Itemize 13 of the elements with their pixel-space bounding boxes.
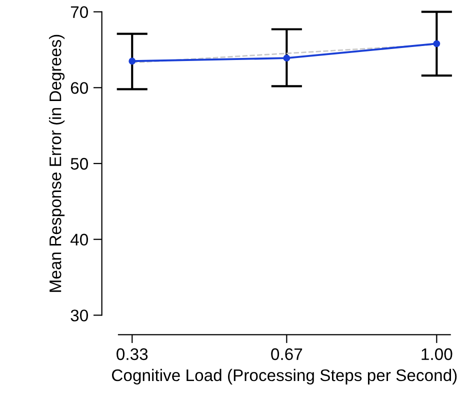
y-tick-label: 60 — [70, 82, 88, 94]
x-tick-label: 0.67 — [271, 348, 302, 360]
y-tick-label: 40 — [70, 234, 88, 246]
y-tick-label: 50 — [70, 158, 88, 170]
point — [433, 40, 440, 48]
y-axis-title: Mean Response Error (in Degrees) — [49, 34, 65, 292]
point — [283, 54, 290, 62]
point — [128, 58, 136, 65]
x-axis-title: Cognitive Load (Processing Steps per Second) — [112, 368, 457, 384]
x-tick-label: 1.00 — [422, 348, 452, 360]
y-tick-label: 30 — [70, 310, 88, 322]
x-tick-label: 0.33 — [116, 348, 148, 360]
y-tick-label: 70 — [70, 6, 88, 18]
